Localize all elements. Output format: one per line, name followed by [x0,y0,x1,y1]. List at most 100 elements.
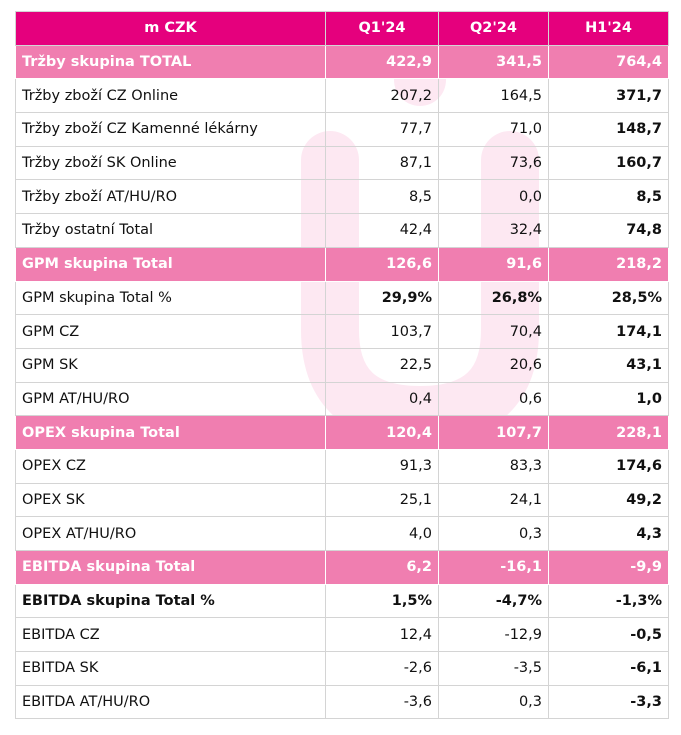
cell-h1: 174,6 [548,448,669,484]
row-label: Tržby zboží CZ Kamenné lékárny [15,112,326,147]
cell-q2: 0,3 [438,684,549,720]
row-label: EBITDA skupina Total % [15,583,326,619]
table-row: GPM SK 22,5 20,6 43,1 [15,347,669,383]
row-label: OPEX skupina Total [15,415,326,450]
cell-q2: 73,6 [438,145,549,181]
cell-q1: 126,6 [325,246,439,282]
cell-q2: 91,6 [438,246,549,282]
table-row: Tržby zboží CZ Kamenné lékárny 77,7 71,0… [15,112,669,147]
row-label: Tržby zboží SK Online [15,145,326,181]
cell-q1: 422,9 [325,44,439,80]
cell-h1: 8,5 [548,179,669,215]
cell-q1: 25,1 [325,482,439,518]
cell-h1: 764,4 [548,44,669,80]
cell-q1: -2,6 [325,651,439,686]
cell-q1: 87,1 [325,145,439,181]
cell-h1: 148,7 [548,112,669,147]
cell-q2: 26,8% [438,280,549,316]
cell-q2: 70,4 [438,314,549,349]
cell-q1: 4,0 [325,516,439,551]
cell-q1: 6,2 [325,550,439,585]
cell-q1: -3,6 [325,684,439,720]
cell-h1: -1,3% [548,583,669,619]
cell-q2: 71,0 [438,112,549,147]
row-label: Tržby zboží AT/HU/RO [15,179,326,215]
cell-q1: 8,5 [325,179,439,215]
cell-h1: 174,1 [548,314,669,349]
row-label: OPEX CZ [15,448,326,484]
cell-h1: 4,3 [548,516,669,551]
cell-h1: 49,2 [548,482,669,518]
table-row: Tržby zboží CZ Online 207,2 164,5 371,7 [15,78,669,114]
row-label: EBITDA AT/HU/RO [15,684,326,720]
column-header-h1: H1'24 [548,11,669,46]
row-label: Tržby skupina TOTAL [15,44,326,80]
table-row: GPM skupina Total % 29,9% 26,8% 28,5% [15,280,669,316]
cell-q2: 0,6 [438,381,549,417]
table-row: GPM CZ 103,7 70,4 174,1 [15,314,669,349]
cell-q2: -3,5 [438,651,549,686]
cell-q2: 0,0 [438,179,549,215]
cell-h1: -9,9 [548,550,669,585]
row-label: EBITDA SK [15,651,326,686]
row-label: Tržby zboží CZ Online [15,78,326,114]
table-row-section: GPM skupina Total 126,6 91,6 218,2 [15,246,669,282]
table-row: OPEX SK 25,1 24,1 49,2 [15,482,669,518]
row-label: GPM CZ [15,314,326,349]
cell-h1: 1,0 [548,381,669,417]
cell-q2: 341,5 [438,44,549,80]
cell-q1: 0,4 [325,381,439,417]
cell-q1: 207,2 [325,78,439,114]
cell-h1: 43,1 [548,347,669,383]
cell-h1: 74,8 [548,213,669,248]
cell-h1: -0,5 [548,617,669,653]
table-row: GPM AT/HU/RO 0,4 0,6 1,0 [15,381,669,417]
cell-q2: 24,1 [438,482,549,518]
cell-q1: 12,4 [325,617,439,653]
cell-q2: 0,3 [438,516,549,551]
table-row: EBITDA CZ 12,4 -12,9 -0,5 [15,617,669,653]
cell-q1: 91,3 [325,448,439,484]
table-row: Tržby zboží SK Online 87,1 73,6 160,7 [15,145,669,181]
cell-h1: 160,7 [548,145,669,181]
cell-q2: 83,3 [438,448,549,484]
cell-q2: -16,1 [438,550,549,585]
table-row: EBITDA skupina Total % 1,5% -4,7% -1,3% [15,583,669,619]
row-label: GPM SK [15,347,326,383]
cell-q2: -4,7% [438,583,549,619]
cell-q2: 107,7 [438,415,549,450]
cell-q2: 164,5 [438,78,549,114]
row-label: EBITDA skupina Total [15,550,326,585]
cell-q2: -12,9 [438,617,549,653]
table-row-section: Tržby skupina TOTAL 422,9 341,5 764,4 [15,44,669,80]
cell-h1: -3,3 [548,684,669,720]
cell-q1: 120,4 [325,415,439,450]
table-row: EBITDA AT/HU/RO -3,6 0,3 -3,3 [15,684,669,720]
cell-q1: 77,7 [325,112,439,147]
row-label: OPEX AT/HU/RO [15,516,326,551]
row-label: GPM skupina Total [15,246,326,282]
table-row-section: EBITDA skupina Total 6,2 -16,1 -9,9 [15,550,669,585]
row-label: GPM AT/HU/RO [15,381,326,417]
cell-q1: 22,5 [325,347,439,383]
cell-h1: 28,5% [548,280,669,316]
column-header-q1: Q1'24 [325,11,439,46]
cell-q1: 29,9% [325,280,439,316]
table-row: OPEX AT/HU/RO 4,0 0,3 4,3 [15,516,669,551]
cell-q1: 1,5% [325,583,439,619]
financial-results-table: m CZK Q1'24 Q2'24 H1'24 Tržby skupina TO… [15,11,669,720]
row-label: Tržby ostatní Total [15,213,326,248]
row-label: OPEX SK [15,482,326,518]
column-header-q2: Q2'24 [438,11,549,46]
cell-q2: 32,4 [438,213,549,248]
cell-h1: 371,7 [548,78,669,114]
cell-h1: -6,1 [548,651,669,686]
table-row-section: OPEX skupina Total 120,4 107,7 228,1 [15,415,669,450]
cell-q2: 20,6 [438,347,549,383]
cell-q1: 103,7 [325,314,439,349]
table-row: OPEX CZ 91,3 83,3 174,6 [15,448,669,484]
table-header-row: m CZK Q1'24 Q2'24 H1'24 [15,11,669,46]
column-header-unit: m CZK [15,11,326,46]
table-row: Tržby zboží AT/HU/RO 8,5 0,0 8,5 [15,179,669,215]
row-label: EBITDA CZ [15,617,326,653]
